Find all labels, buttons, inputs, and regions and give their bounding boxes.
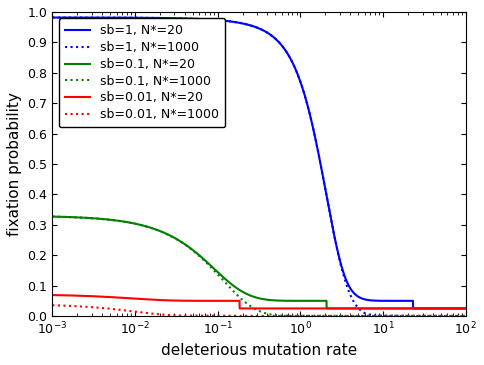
sb=1, N*=1000	[121, 15, 127, 20]
sb=1, N*=20	[226, 19, 232, 23]
sb=0.01, N*=20	[463, 306, 469, 311]
Legend: sb=1, N*=20, sb=1, N*=1000, sb=0.1, N*=20, sb=0.1, N*=1000, sb=0.01, N*=20, sb=0: sb=1, N*=20, sb=1, N*=1000, sb=0.1, N*=2…	[59, 18, 225, 127]
Line: sb=0.1, N*=1000: sb=0.1, N*=1000	[52, 216, 466, 316]
sb=0.01, N*=1000	[97, 306, 103, 310]
sb=1, N*=20	[455, 306, 461, 311]
sb=0.1, N*=20	[455, 306, 461, 311]
sb=0.01, N*=20	[455, 306, 461, 311]
sb=1, N*=1000	[463, 314, 469, 318]
sb=0.01, N*=20	[97, 294, 103, 299]
sb=0.01, N*=1000	[237, 314, 242, 318]
sb=0.1, N*=1000	[121, 219, 127, 224]
sb=1, N*=20	[121, 15, 127, 20]
sb=0.1, N*=1000	[463, 314, 469, 318]
sb=0.01, N*=20	[208, 299, 214, 303]
sb=0.1, N*=20	[410, 306, 416, 311]
sb=1, N*=1000	[410, 314, 416, 318]
sb=0.01, N*=20	[121, 296, 127, 300]
sb=0.01, N*=20	[410, 306, 416, 311]
sb=0.01, N*=1000	[49, 303, 55, 307]
sb=1, N*=20	[410, 306, 416, 311]
sb=1, N*=20	[49, 15, 55, 20]
sb=0.01, N*=20	[49, 293, 55, 297]
sb=0.01, N*=1000	[410, 314, 416, 318]
Y-axis label: fixation probability: fixation probability	[7, 92, 22, 236]
sb=0.1, N*=20	[226, 280, 232, 284]
Line: sb=0.01, N*=20: sb=0.01, N*=20	[52, 295, 466, 308]
sb=1, N*=1000	[226, 19, 232, 23]
sb=1, N*=1000	[455, 314, 461, 318]
Line: sb=0.01, N*=1000: sb=0.01, N*=1000	[52, 305, 466, 316]
Line: sb=0.1, N*=20: sb=0.1, N*=20	[52, 216, 466, 308]
sb=0.1, N*=1000	[49, 214, 55, 219]
sb=0.01, N*=1000	[226, 314, 232, 318]
sb=0.01, N*=1000	[121, 308, 127, 312]
sb=0.1, N*=20	[49, 214, 55, 219]
sb=0.01, N*=20	[226, 299, 232, 303]
sb=1, N*=20	[97, 15, 103, 20]
sb=1, N*=1000	[97, 15, 103, 20]
Line: sb=1, N*=20: sb=1, N*=20	[52, 18, 466, 308]
sb=1, N*=20	[208, 18, 214, 22]
sb=0.1, N*=20	[97, 216, 103, 221]
sb=0.01, N*=1000	[208, 314, 214, 318]
sb=0.01, N*=1000	[455, 314, 461, 318]
sb=0.1, N*=1000	[97, 216, 103, 221]
sb=0.01, N*=20	[237, 306, 242, 311]
sb=1, N*=1000	[208, 18, 214, 22]
Line: sb=1, N*=1000: sb=1, N*=1000	[52, 18, 466, 316]
sb=0.1, N*=1000	[208, 265, 214, 269]
sb=0.1, N*=1000	[410, 314, 416, 318]
sb=0.1, N*=20	[324, 306, 330, 311]
sb=1, N*=1000	[410, 314, 416, 318]
sb=0.1, N*=20	[121, 219, 127, 224]
sb=0.1, N*=20	[208, 264, 214, 268]
sb=0.1, N*=1000	[324, 314, 330, 318]
sb=1, N*=20	[463, 306, 469, 311]
X-axis label: deleterious mutation rate: deleterious mutation rate	[161, 343, 357, 358]
sb=0.01, N*=1000	[463, 314, 469, 318]
sb=0.1, N*=1000	[226, 284, 232, 289]
sb=1, N*=1000	[49, 15, 55, 20]
sb=0.1, N*=1000	[455, 314, 461, 318]
sb=1, N*=20	[410, 306, 416, 311]
sb=0.1, N*=20	[463, 306, 469, 311]
